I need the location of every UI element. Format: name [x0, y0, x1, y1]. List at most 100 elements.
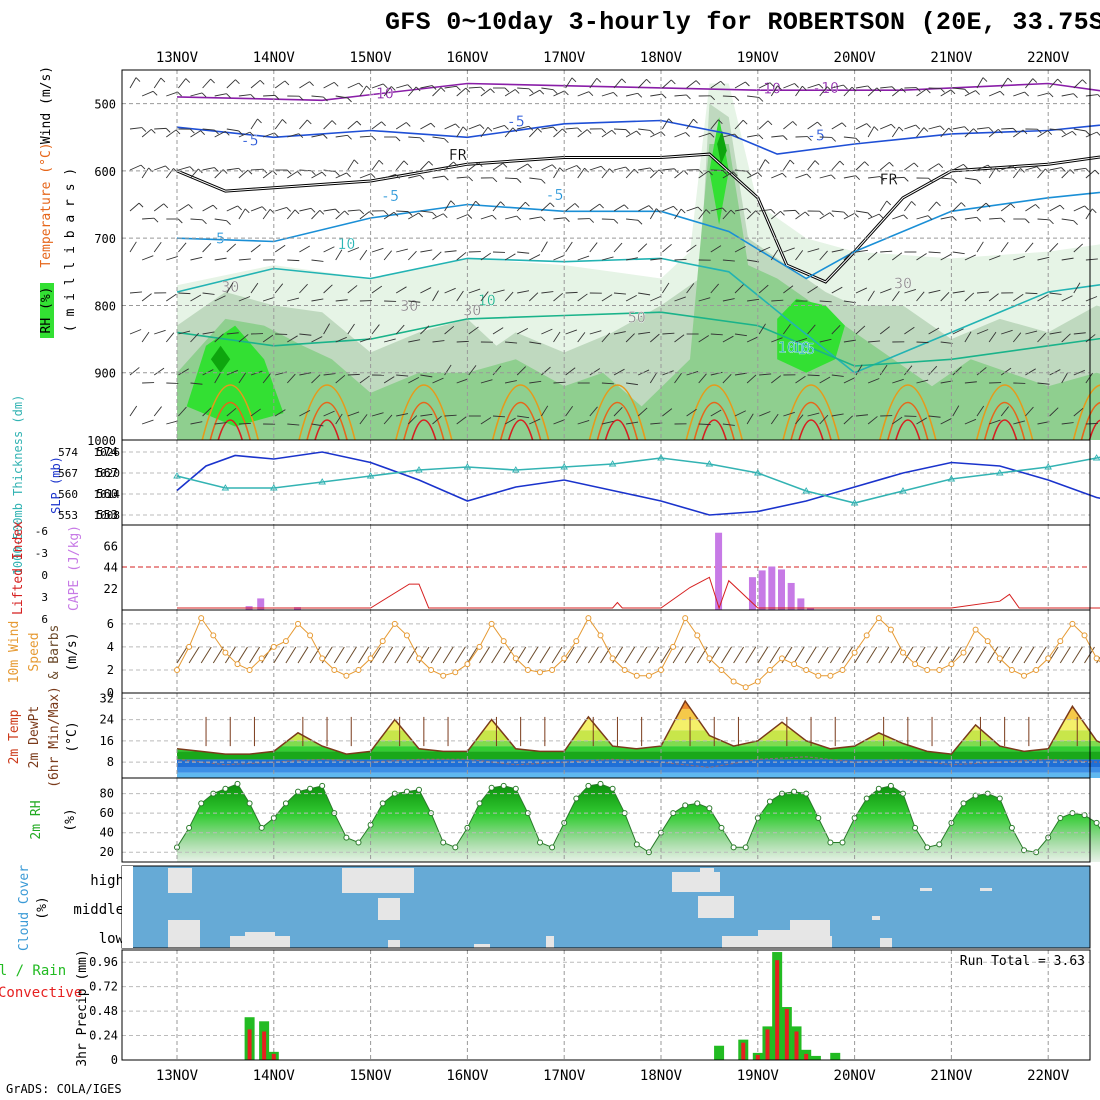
wind-barb: [601, 256, 614, 261]
wind-barb-flag: [366, 85, 371, 91]
wind-barb: [408, 136, 421, 139]
precip-bar: [271, 1053, 276, 1060]
rh-point: [972, 792, 979, 799]
wind-barb: [505, 380, 517, 384]
wind-barb: [795, 338, 808, 343]
wind-barb: [843, 175, 856, 179]
wind-barb: [1085, 131, 1098, 138]
wind-barb: [238, 169, 249, 179]
wind-barb: [359, 337, 372, 343]
wind-barb: [432, 175, 445, 179]
precip-bar: [794, 1031, 799, 1060]
wind-barb-flag: [347, 97, 352, 103]
wind-barb: [638, 167, 651, 171]
cape-bar: [787, 582, 795, 610]
wind-barb-flag: [963, 164, 968, 169]
tick-label: 22: [104, 582, 118, 596]
surface-wind-barb: [1071, 646, 1083, 664]
wind-barb-flag: [335, 171, 340, 176]
surface-wind-barb: [1035, 646, 1047, 664]
wind-barb-flag: [613, 219, 619, 224]
wind-barb: [129, 241, 137, 253]
wind-barb: [843, 136, 856, 139]
wind-barb-flag: [261, 206, 267, 212]
wind-barb-flag: [540, 179, 546, 184]
wind-speed-point: [524, 666, 531, 673]
axis-label: CAPE (J/kg): [67, 525, 82, 611]
wind-barb: [190, 168, 199, 179]
wind-barb: [577, 91, 590, 97]
cloud-block: [546, 936, 554, 948]
wind-barb: [831, 325, 841, 335]
wind-barb: [626, 257, 638, 261]
tick-label: 553: [96, 508, 118, 522]
wind-barb: [892, 416, 903, 425]
wind-barb: [505, 177, 518, 180]
surface-wind-barb: [926, 646, 938, 664]
wind-barb: [541, 202, 551, 212]
temp-band: [177, 719, 1100, 731]
wind-barb: [819, 212, 831, 220]
wind-barb-flag: [637, 219, 643, 225]
wind-speed-point: [210, 632, 217, 639]
wind-barb: [1073, 128, 1086, 132]
wind-barb-flag: [428, 161, 434, 166]
wind-barb-flag: [574, 203, 580, 208]
wind-barb: [468, 86, 481, 89]
wind-barb-flag: [764, 159, 770, 164]
wind-barb: [1085, 296, 1098, 302]
wind-barb: [952, 405, 960, 417]
wind-barb-flag: [165, 128, 171, 133]
wind-barb: [831, 210, 844, 213]
wind-barb: [879, 200, 888, 212]
surface-isotherm: [507, 419, 534, 441]
wind-barb-flag: [1012, 128, 1018, 133]
rh-point: [500, 782, 507, 789]
wind-barb: [855, 249, 868, 253]
date-label-bottom: 21NOV: [930, 1068, 973, 1084]
wind-barb-flag: [319, 210, 325, 215]
wind-barb-flag: [817, 121, 822, 127]
rh-point: [537, 839, 543, 846]
rh-point: [766, 798, 773, 805]
thickness-tick-label: 567: [58, 467, 78, 480]
wind-barb-flag: [864, 161, 869, 166]
wind-barb: [904, 201, 912, 212]
wind-barb-flag: [948, 127, 954, 133]
wind-speed-point: [440, 672, 447, 679]
precip-bar: [755, 1054, 760, 1060]
wind-speed-point: [258, 655, 265, 662]
surface-isotherm: [782, 384, 840, 441]
wind-barb: [396, 84, 408, 89]
wind-barb: [480, 88, 491, 97]
wind-barb: [383, 86, 392, 97]
wind-barb: [831, 374, 844, 377]
wind-barb-flag: [814, 160, 820, 165]
wind-barb: [904, 124, 916, 130]
wind-barb-flag: [138, 202, 144, 208]
wind-barb: [855, 325, 866, 335]
wind-barb: [529, 380, 542, 384]
wind-barb: [529, 254, 541, 261]
temp-band: [177, 751, 1100, 760]
wind-barb: [202, 78, 211, 89]
wind-barb: [988, 167, 997, 179]
wind-barb: [1013, 420, 1026, 425]
contour-label: -10: [367, 84, 394, 102]
thickness-marker: [754, 469, 762, 476]
thickness-marker: [802, 487, 810, 494]
wind-barb-flag: [586, 129, 592, 134]
wind-barb: [371, 247, 384, 253]
wind-barb: [541, 291, 554, 294]
wind-barb: [1037, 294, 1049, 302]
wind-barb: [916, 88, 927, 97]
tick-label: 8: [107, 755, 114, 769]
wind-barb: [843, 415, 853, 425]
wind-barb: [783, 285, 794, 294]
wind-barb: [129, 367, 140, 376]
date-label-bottom: 15NOV: [350, 1068, 393, 1084]
wind-barb: [190, 421, 203, 425]
wind-barb-flag: [190, 128, 195, 134]
wind-barb: [287, 171, 298, 179]
wind-barb-flag: [952, 178, 957, 184]
